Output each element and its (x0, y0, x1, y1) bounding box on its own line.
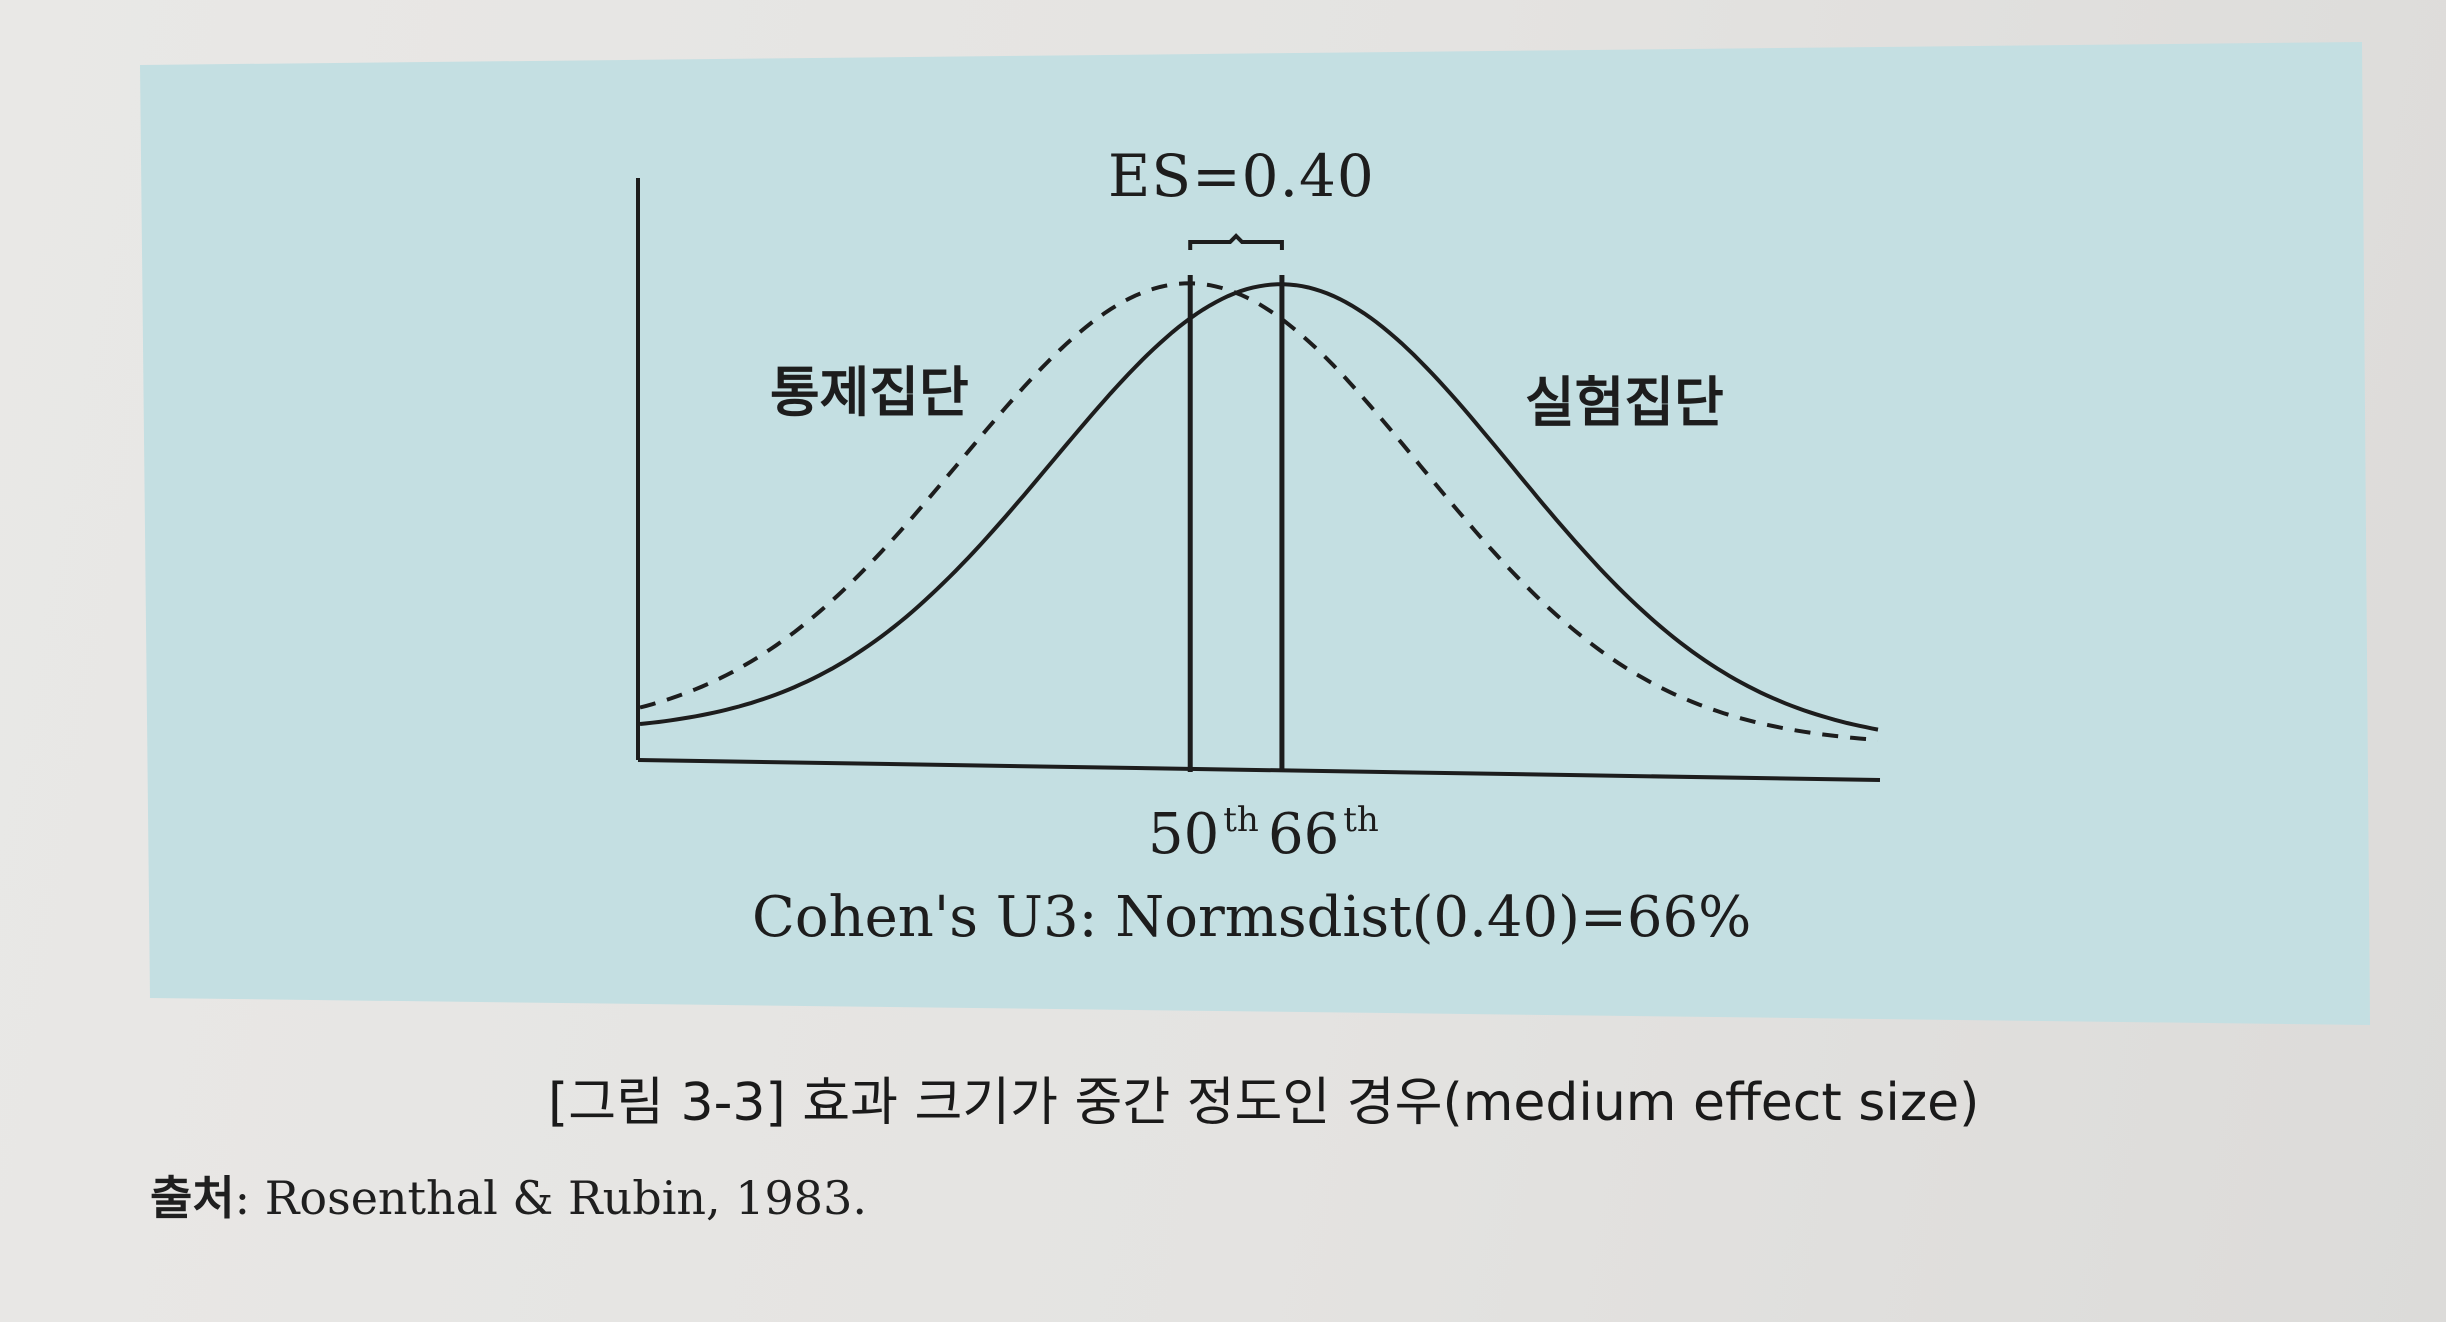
effect-size-label: ES=0.40 (1108, 142, 1375, 210)
x-axis (637, 758, 1881, 782)
percentile-66-suffix: th (1343, 800, 1379, 840)
effect-size-bracket (1188, 233, 1284, 250)
cohens-u3-formula: Cohen's U3: Normsdist(0.40)=66% (752, 885, 1752, 950)
figure-caption: [그림 3-3] 효과 크기가 중간 정도인 경우(medium effect … (548, 1073, 1980, 1133)
treatment-group-curve (639, 282, 1879, 732)
percentile-50-suffix: th (1223, 800, 1259, 840)
control-group-label: 통제집단 (770, 361, 969, 424)
source-text: : Rosenthal & Rubin, 1983. (234, 1171, 867, 1225)
control-group-curve (639, 281, 1879, 742)
source-citation: 출처: Rosenthal & Rubin, 1983. (150, 1162, 867, 1228)
treatment-group-label: 실험집단 (1525, 371, 1724, 434)
percentile-50-value: 50 (1148, 802, 1220, 867)
percentile-66-value: 66 (1268, 802, 1340, 867)
source-head: 출처 (150, 1171, 235, 1225)
